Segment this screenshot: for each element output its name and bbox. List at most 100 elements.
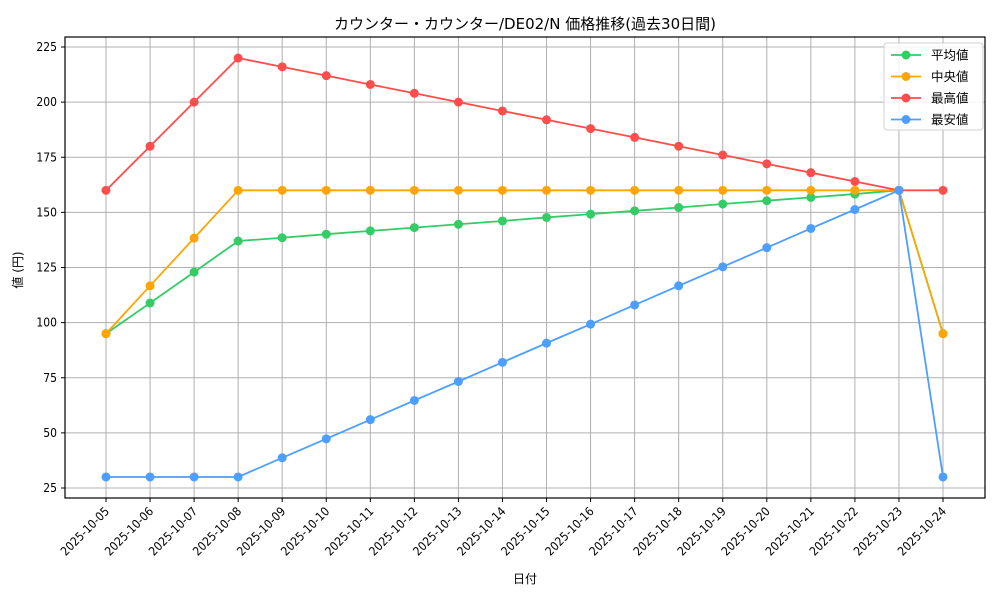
data-point-marker xyxy=(189,267,199,277)
y-tick-label: 125 xyxy=(36,261,57,275)
data-point-marker xyxy=(806,223,816,233)
data-point-marker xyxy=(233,472,243,482)
legend-marker-icon xyxy=(901,93,911,103)
data-point-marker xyxy=(542,212,552,222)
data-point-marker xyxy=(542,338,552,348)
data-point-marker xyxy=(233,236,243,246)
data-point-marker xyxy=(321,185,331,195)
data-point-marker xyxy=(189,233,199,243)
legend-label: 中央値 xyxy=(931,69,969,84)
data-point-marker xyxy=(277,62,287,72)
data-point-marker xyxy=(101,185,111,195)
x-axis-label: 日付 xyxy=(513,572,537,586)
grid-lines xyxy=(65,37,985,498)
data-point-marker xyxy=(277,233,287,243)
data-point-marker xyxy=(321,434,331,444)
data-point-marker xyxy=(586,209,596,219)
legend-marker-icon xyxy=(901,50,911,60)
series-line xyxy=(105,189,944,335)
y-tick-label: 25 xyxy=(43,481,57,495)
series-line xyxy=(105,57,943,192)
data-point-marker xyxy=(762,185,772,195)
data-point-marker xyxy=(497,216,507,226)
data-point-marker xyxy=(806,185,816,195)
data-point-marker xyxy=(277,185,287,195)
data-point-marker xyxy=(453,376,463,386)
data-point-marker xyxy=(718,150,728,160)
legend-item: 最安値 xyxy=(891,112,969,127)
data-point-marker xyxy=(497,357,507,367)
data-point-marker xyxy=(806,168,816,178)
legend-item: 最高値 xyxy=(891,91,969,106)
data-point-marker xyxy=(586,124,596,134)
data-point-marker xyxy=(938,185,948,195)
data-point-marker xyxy=(630,132,640,142)
y-axis-label: 値 (円) xyxy=(10,251,25,288)
legend-box xyxy=(883,42,984,131)
data-point-marker xyxy=(409,185,419,195)
data-point-marker xyxy=(718,199,728,209)
data-point-marker xyxy=(409,395,419,405)
data-point-marker xyxy=(277,453,287,463)
series-0 xyxy=(101,185,948,339)
data-point-marker xyxy=(233,185,243,195)
x-axis-ticks: 2025-10-052025-10-062025-10-072025-10-08… xyxy=(58,498,949,558)
data-point-marker xyxy=(938,329,948,339)
data-point-marker xyxy=(850,185,860,195)
data-point-marker xyxy=(674,141,684,151)
y-tick-label: 150 xyxy=(36,205,57,219)
data-point-marker xyxy=(145,281,155,291)
data-point-marker xyxy=(453,219,463,229)
legend-marker-icon xyxy=(901,115,911,124)
data-point-marker xyxy=(145,298,155,308)
data-point-marker xyxy=(630,300,640,310)
data-point-marker xyxy=(542,185,552,195)
data-point-marker xyxy=(189,472,199,482)
data-point-marker xyxy=(453,185,463,195)
data-point-marker xyxy=(321,71,331,81)
legend-marker-icon xyxy=(901,72,911,81)
data-point-marker xyxy=(145,141,155,151)
y-tick-label: 200 xyxy=(36,95,57,109)
data-point-marker xyxy=(762,243,772,253)
data-point-marker xyxy=(850,177,860,187)
y-axis-ticks: 25 50 75 100 125 150 175 200 225 xyxy=(36,40,65,495)
data-point-marker xyxy=(409,223,419,233)
y-tick-label: 50 xyxy=(43,426,57,440)
data-point-marker xyxy=(806,192,816,202)
data-point-marker xyxy=(630,185,640,195)
data-point-marker xyxy=(762,159,772,169)
data-point-marker xyxy=(586,319,596,329)
data-point-marker xyxy=(365,226,375,236)
y-tick-label: 100 xyxy=(36,316,57,330)
data-point-marker xyxy=(542,115,552,125)
chart-title: カウンター・カウンター/DE02/N 価格推移(過去30日間) xyxy=(334,15,716,33)
data-point-marker xyxy=(365,79,375,89)
data-point-marker xyxy=(189,97,199,107)
data-point-marker xyxy=(674,203,684,213)
data-point-marker xyxy=(409,88,419,98)
series-1 xyxy=(101,185,948,339)
data-point-marker xyxy=(453,97,463,107)
legend-label: 最安値 xyxy=(931,112,969,127)
data-point-marker xyxy=(938,472,948,482)
data-point-marker xyxy=(674,185,684,195)
data-point-marker xyxy=(145,472,155,482)
data-point-marker xyxy=(718,185,728,195)
data-point-marker xyxy=(101,329,111,339)
data-point-marker xyxy=(101,472,111,482)
data-point-marker xyxy=(233,53,243,63)
data-point-marker xyxy=(762,196,772,206)
data-point-marker xyxy=(894,185,904,195)
y-tick-label: 225 xyxy=(36,40,57,54)
data-point-marker xyxy=(850,205,860,215)
series-3 xyxy=(101,185,948,482)
data-point-marker xyxy=(674,281,684,291)
y-tick-label: 75 xyxy=(43,371,57,385)
series-line xyxy=(106,189,944,478)
data-point-marker xyxy=(365,185,375,195)
series-line xyxy=(105,189,944,335)
data-point-marker xyxy=(321,229,331,239)
